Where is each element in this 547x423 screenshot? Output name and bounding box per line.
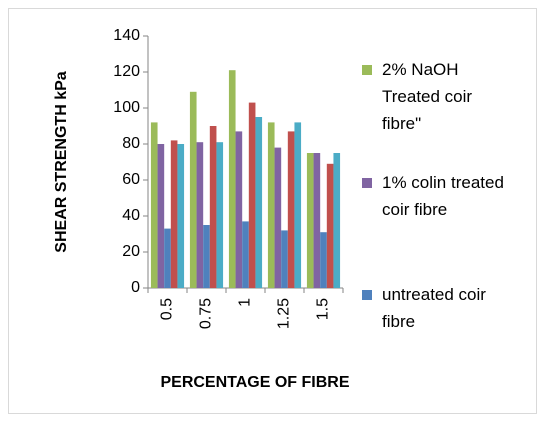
bar [189,91,197,288]
bar [177,144,185,288]
bar [203,225,210,288]
bar [306,153,314,288]
x-tick-label: 1.25 [276,298,293,329]
bar [164,228,171,288]
bar [333,153,341,288]
bar [326,163,334,288]
chart-frame [8,8,537,414]
legend-label: 2% NaOH Treated coir fibre" [382,60,473,133]
bar [248,102,256,288]
bar [274,147,282,288]
bar [196,142,204,288]
bar [281,230,288,288]
y-tick-label: 140 [113,27,140,44]
bar [267,122,275,289]
x-tick-label: 0.75 [198,298,215,329]
bar [170,140,178,288]
y-tick-label: 20 [122,243,140,260]
bar [228,70,236,288]
legend-swatch [362,290,372,300]
bar [320,232,327,288]
y-tick-label: 60 [122,171,140,188]
bar [216,142,224,288]
bar [157,144,165,288]
bar [235,131,243,288]
y-tick-label: 40 [122,207,140,224]
bar [294,122,302,289]
bar [255,117,263,288]
bar [150,122,158,289]
y-axis-label: SHEAR STRENGTH kPa [53,71,70,252]
bar [287,131,295,288]
bar [313,153,321,288]
x-tick-label: 1.5 [315,298,332,320]
bar [209,126,217,288]
legend-swatch [362,65,372,75]
x-axis-label: PERCENTAGE OF FIBRE [160,374,349,391]
y-tick-label: 0 [131,279,140,296]
legend-label: untreated coir fibre [382,285,486,331]
x-tick-label: 1 [237,298,254,307]
x-tick-label: 0.5 [159,298,176,320]
y-tick-label: 100 [113,99,140,116]
bar [242,221,249,288]
y-tick-label: 120 [113,63,140,80]
legend-label: 1% colin treated coir fibre [382,173,504,219]
y-tick-label: 80 [122,135,140,152]
legend-swatch [362,178,372,188]
